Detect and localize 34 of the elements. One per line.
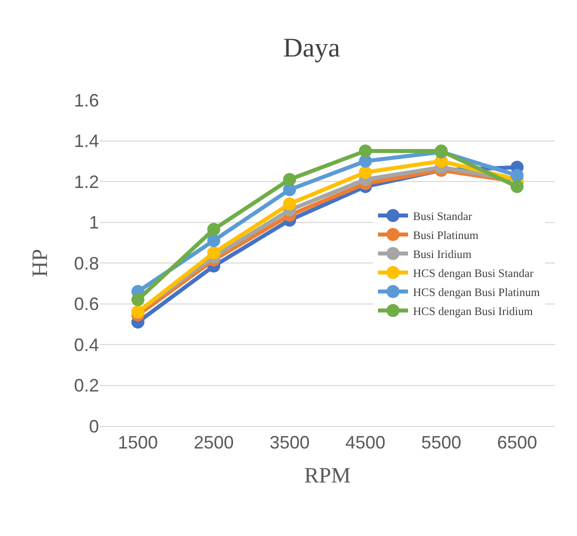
y-tick-label: 0.2 [74,376,99,396]
legend-label: HCS dengan Busi Standar [413,268,534,280]
x-tick-label: 1500 [118,432,158,453]
x-tick-label: 3500 [270,432,310,453]
y-tick-label: 1.4 [74,131,99,152]
y-axis-title: HP [26,248,52,278]
point [207,246,220,260]
legend-label: Busi Platinum [413,230,479,242]
point [207,234,220,248]
point [358,166,372,179]
point [131,293,144,306]
y-tick-label: 0.8 [74,253,99,274]
x-tick-label: 4500 [345,432,386,453]
y-tick-label: 1.6 [74,90,99,110]
y-tick-label: 1 [88,212,99,233]
y-tick-label: 1.2 [74,172,99,192]
point [358,144,372,158]
point [510,168,524,182]
x-tick-label: 5500 [421,432,462,453]
point [283,197,296,210]
point [510,180,524,194]
legend-label: HCS dengan Busi Iridium [413,306,533,318]
chart-title: Daya [283,32,340,62]
x-axis-title: RPM [304,462,351,488]
legend-label: HCS dengan Busi Platinum [413,286,540,299]
point [207,222,220,236]
y-tick-label: 0.6 [74,294,99,314]
x-tick-label: 2500 [194,432,234,453]
point [283,172,296,186]
y-tick-label: 0 [88,416,99,436]
y-tick-label: 0.4 [74,334,99,355]
legend-label: Busi Standar [413,210,472,223]
x-tick-label: 6500 [497,432,538,453]
legend-label: Busi Iridium [413,248,472,261]
